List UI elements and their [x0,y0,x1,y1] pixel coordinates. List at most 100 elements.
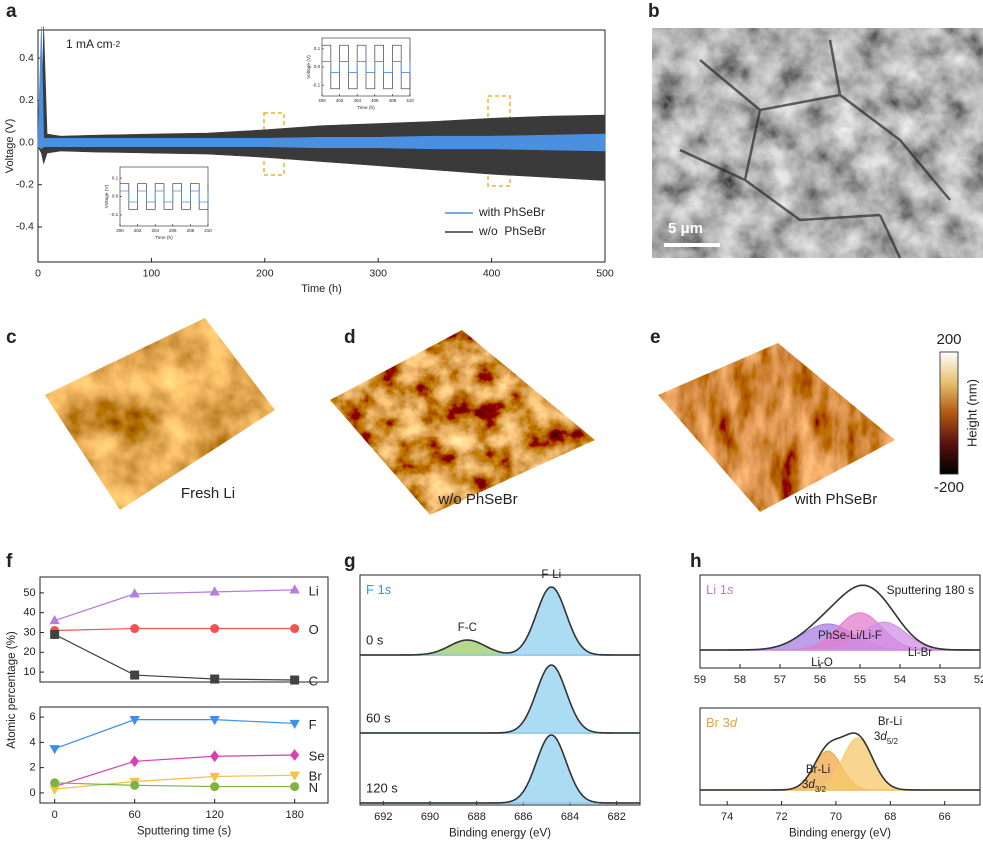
voltage-band [37,26,606,152]
series-line [54,589,295,622]
x-axis-title: Time (h) [357,105,375,111]
colorbar [939,351,959,475]
series-line [54,754,295,788]
envelope [360,734,640,804]
x-tick-label: 400 [318,98,326,103]
y-tick-label: 0.0 [314,64,321,69]
data-point [289,719,300,730]
y-tick-label: 0.1 [112,175,119,180]
panel-label: h [690,551,702,572]
y-axis-title: Voltage (V) [4,119,16,174]
y-tick-label: 0.2 [19,94,34,106]
panel-label: a [6,1,17,22]
colorbar-max: 200 [936,331,961,348]
series-line [54,774,295,790]
peak-label: Br-Li [878,716,902,728]
y-tick-label: 10 [23,666,35,678]
y-tick-label: 0.4 [19,52,34,64]
x-tick-label: 0 [35,267,41,279]
y-tick-label: 40 [23,607,35,619]
data-point [49,745,60,755]
x-tick-label: 410 [406,98,414,103]
afm-image [330,330,595,515]
peak-component [360,664,640,734]
data-point [50,778,60,788]
step-line [120,190,209,203]
peak-label: Li-Br [908,647,932,659]
x-axis-title: Time (h) [155,235,173,241]
annotation: Sputtering 180 s [887,583,974,597]
y-tick-label: 6 [29,711,35,723]
panel-label: d [344,327,356,348]
legend-label: with PhSeBr [478,205,545,219]
y-tick-label: 50 [23,587,35,599]
series-label: O [309,622,319,637]
spectrum-label: 120 s [366,780,398,795]
envelope [700,732,980,791]
data-point [209,716,220,726]
panel-label: b [648,1,660,22]
x-tick-label: 500 [596,267,614,279]
plot-frame [39,576,329,683]
peak-label: F-C [458,622,477,634]
x-tick-label: 53 [934,674,946,686]
x-axis-title: Sputtering time (s) [137,826,231,838]
plot-frame [359,574,641,806]
data-point [210,624,220,634]
y-tick-label: 0 [29,787,35,799]
x-tick-label: 57 [774,674,786,686]
colorbar-min: -200 [934,479,964,496]
colorbar-label: Height (nm) [964,379,979,447]
x-axis-title: Binding energy (eV) [449,828,551,840]
x-axis-title: Binding energy (eV) [789,828,891,840]
x-tick-label: 180 [285,809,303,821]
data-point [210,674,220,684]
x-tick-label: 54 [894,674,906,686]
plot-frame [39,706,329,804]
x-tick-label: 688 [467,811,485,823]
series-label: Se [309,748,325,763]
x-tick-label: 202 [134,228,142,233]
x-tick-label: 206 [169,228,177,233]
x-tick-label: 682 [607,811,625,823]
data-point [290,782,300,792]
x-tick-label: 66 [939,811,951,823]
data-point [130,624,140,634]
y-tick-label: 0.0 [19,136,34,148]
x-tick-label: 200 [256,267,274,279]
x-tick-label: 402 [336,98,344,103]
series-label: F [309,717,317,732]
afm-caption: Fresh Li [181,485,235,502]
x-tick-label: 408 [389,98,397,103]
afm-caption: with PhSeBr [794,491,878,508]
sem-crack [679,39,951,259]
x-tick-label: 60 [129,809,141,821]
data-point [290,749,300,761]
spectrum-title: Br 3d [706,715,738,730]
panel-label: g [344,551,356,572]
envelope [360,586,640,656]
legend-label: w/o PhSeBr [478,224,546,238]
x-tick-label: 210 [204,228,212,233]
data-point [210,782,220,792]
peak-orbital: 3d5/2 [874,731,899,746]
y-tick-label: 0.1 [314,46,321,51]
afm-caption: w/o PhSeBr [437,491,517,508]
data-point [49,785,60,795]
peak-label: F-Li [541,569,561,581]
peak-component [360,734,640,804]
x-tick-label: 690 [421,811,439,823]
series-label: Br [309,769,323,784]
data-point [130,670,140,680]
x-tick-label: 56 [814,674,826,686]
series-line [54,782,295,788]
x-tick-label: 692 [374,811,392,823]
x-tick-label: 400 [483,267,501,279]
panel-label: f [6,551,13,572]
x-tick-label: 59 [694,674,706,686]
data-point [290,675,300,685]
scale-bar-label: 5 μm [668,220,703,237]
panel-label: e [650,327,661,348]
x-tick-label: 100 [143,267,161,279]
